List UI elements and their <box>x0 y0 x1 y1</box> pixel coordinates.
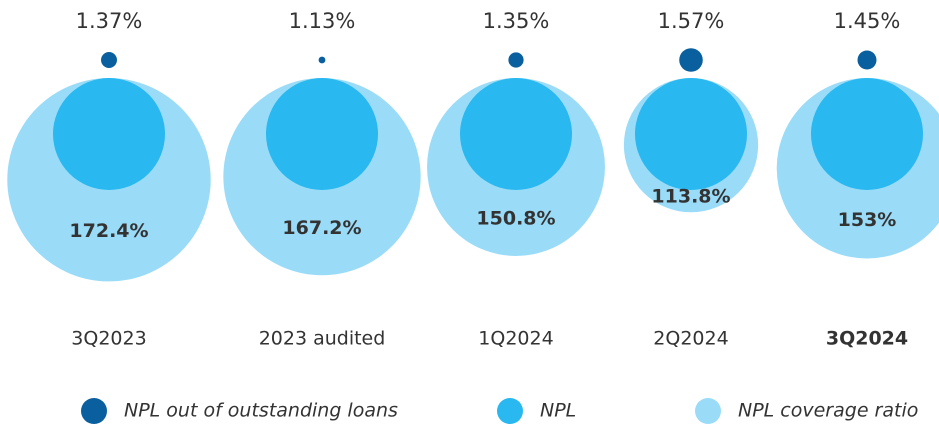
npl-ratio-label: 1.35% <box>483 9 550 33</box>
category-label: 3Q2023 <box>71 328 146 350</box>
npl-bubble <box>811 78 923 190</box>
npl-ratio-bubble <box>857 50 877 70</box>
npl-ratio-label: 1.45% <box>834 9 901 33</box>
npl-ratio-bubble <box>679 48 703 72</box>
category-label: 2Q2024 <box>653 328 728 350</box>
legend-marker <box>81 398 107 424</box>
legend-marker <box>695 398 721 424</box>
coverage-label: 150.8% <box>476 207 555 229</box>
npl-ratio-label: 1.57% <box>658 9 725 33</box>
legend-marker <box>497 398 523 424</box>
npl-bubble <box>53 78 165 190</box>
npl-ratio-bubble <box>101 52 117 68</box>
npl-ratio-label: 1.13% <box>289 9 356 33</box>
npl-bubble <box>635 78 747 190</box>
npl-bubble <box>266 78 378 190</box>
legend-label: NPL <box>540 400 576 422</box>
category-label: 2023 audited <box>259 328 386 350</box>
legend-label: NPL coverage ratio <box>738 400 918 422</box>
coverage-label: 113.8% <box>651 186 730 208</box>
coverage-label: 172.4% <box>69 220 148 242</box>
npl-ratio-bubble <box>508 52 524 68</box>
npl-bubble <box>460 78 572 190</box>
category-label: 3Q2024 <box>826 328 908 350</box>
npl-ratio-bubble <box>318 56 326 64</box>
npl-ratio-label: 1.37% <box>76 9 143 33</box>
coverage-label: 153% <box>838 209 897 231</box>
legend-label: NPL out of outstanding loans <box>124 400 398 422</box>
category-label: 1Q2024 <box>478 328 553 350</box>
coverage-label: 167.2% <box>282 217 361 239</box>
